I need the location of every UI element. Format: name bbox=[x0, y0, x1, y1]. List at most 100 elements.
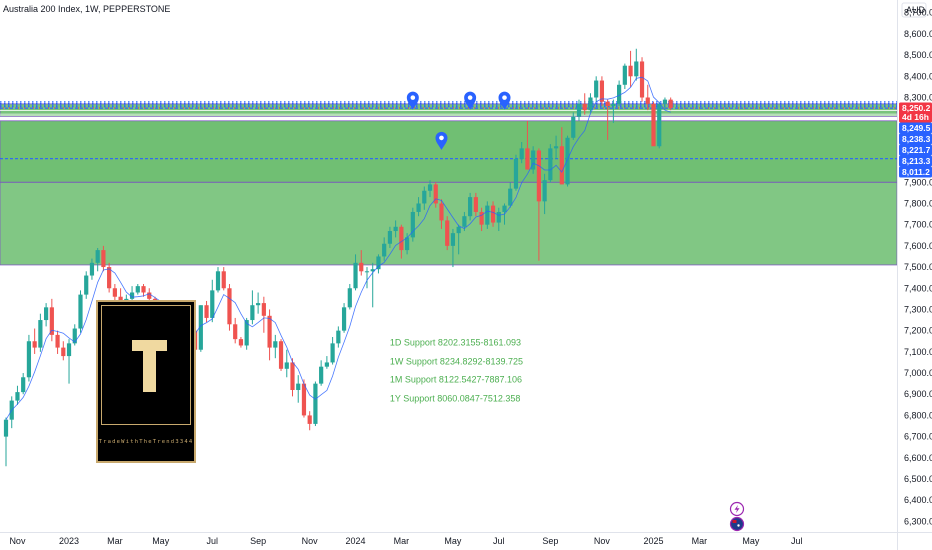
candle-body bbox=[141, 286, 146, 293]
candle-body bbox=[107, 267, 112, 289]
price-tag-bg bbox=[899, 102, 932, 123]
candle-body bbox=[553, 146, 559, 149]
candle bbox=[405, 233, 410, 255]
candle bbox=[657, 101, 662, 149]
candle bbox=[542, 173, 547, 215]
pins-layer bbox=[406, 91, 511, 150]
lightning-icon[interactable] bbox=[729, 501, 745, 517]
price-tags-layer: 8,250.24d 16h8,249.58,238.38,221.78,213.… bbox=[899, 102, 932, 178]
x-tick-label: Nov bbox=[9, 536, 26, 546]
candle bbox=[485, 201, 490, 229]
candle-body bbox=[479, 211, 484, 225]
candle bbox=[221, 267, 226, 291]
candle-body bbox=[508, 188, 513, 206]
candle-body bbox=[410, 211, 415, 238]
candle bbox=[393, 220, 398, 238]
candle bbox=[576, 99, 582, 121]
flag-icon[interactable] bbox=[729, 516, 745, 532]
candle-body bbox=[359, 262, 364, 272]
candle-body bbox=[210, 290, 215, 318]
time-axis[interactable]: Nov 2023 Mar May Jul Sep Nov 2024 Mar May Jul Sep No… bbox=[0, 532, 932, 547]
candle bbox=[261, 296, 266, 333]
candle-body bbox=[657, 103, 662, 147]
map-pin-icon[interactable] bbox=[498, 91, 511, 110]
candle-body bbox=[628, 65, 633, 77]
candle-body bbox=[72, 328, 77, 344]
candle bbox=[427, 180, 433, 198]
candle-body bbox=[594, 80, 599, 98]
candle-body bbox=[611, 103, 616, 106]
candle-body bbox=[582, 103, 587, 111]
candle bbox=[462, 211, 467, 232]
candle-body bbox=[634, 61, 639, 77]
moving-average-layer bbox=[5, 76, 671, 420]
candle-body bbox=[3, 419, 9, 437]
candle-body bbox=[284, 362, 289, 369]
brand-logo: TradeWithTheTrend3344 bbox=[96, 300, 196, 463]
price-tag-label: 8,238.3 bbox=[902, 134, 931, 144]
candle-body bbox=[95, 250, 100, 263]
levels-layer bbox=[0, 101, 897, 160]
logo-frame bbox=[101, 305, 191, 425]
candle-body bbox=[44, 307, 49, 321]
candle bbox=[571, 112, 576, 140]
candle bbox=[313, 381, 318, 427]
candle-body bbox=[525, 148, 530, 170]
price-axis[interactable]: AUD8,700.08,600.08,500.08,400.08,300.08,… bbox=[897, 0, 932, 550]
pin-hole bbox=[439, 135, 444, 141]
candle bbox=[370, 262, 375, 308]
candle bbox=[382, 237, 387, 261]
candle-body bbox=[462, 216, 467, 227]
candle bbox=[490, 201, 496, 227]
candle-body bbox=[353, 262, 358, 289]
candle-body bbox=[393, 226, 398, 232]
candle-body bbox=[542, 180, 547, 202]
candle bbox=[44, 303, 49, 327]
candle-body bbox=[405, 237, 410, 251]
support-annotation-4: 1Y Support 8060.0847-7512.358 bbox=[390, 394, 520, 404]
x-tick-label: 2024 bbox=[346, 536, 366, 546]
candle-body bbox=[296, 383, 301, 390]
candle bbox=[668, 97, 673, 111]
candle-body bbox=[450, 233, 456, 246]
candle-body bbox=[32, 341, 37, 348]
candle-body bbox=[341, 307, 347, 331]
price-tag-bg bbox=[899, 122, 932, 134]
map-pin-icon[interactable] bbox=[406, 91, 419, 110]
candle-body bbox=[668, 99, 673, 109]
candle-body bbox=[290, 362, 295, 390]
candle bbox=[55, 330, 60, 354]
pin-shape bbox=[435, 131, 448, 150]
y-tick-label: 6,600.0 bbox=[904, 453, 932, 463]
candle bbox=[324, 356, 329, 369]
candle bbox=[422, 186, 427, 210]
candle bbox=[78, 290, 83, 333]
currency-label: AUD bbox=[906, 5, 926, 15]
candle-body bbox=[301, 383, 307, 416]
y-tick-label: 7,900.0 bbox=[904, 177, 932, 187]
candle-body bbox=[278, 341, 284, 369]
candle bbox=[433, 182, 438, 208]
y-tick-label: 7,300.0 bbox=[904, 304, 932, 314]
y-tick-label: 7,800.0 bbox=[904, 198, 932, 208]
x-tick-label: May bbox=[152, 536, 170, 546]
candle bbox=[66, 339, 72, 384]
candle bbox=[364, 267, 370, 289]
support-annotation-2: 1W Support 8234.8292-8139.725 bbox=[390, 357, 523, 367]
map-pin-icon[interactable] bbox=[435, 131, 448, 150]
y-tick-label: 8,300.0 bbox=[904, 92, 932, 102]
candle-body bbox=[250, 305, 255, 321]
price-tag-label: 8,213.3 bbox=[902, 156, 931, 166]
candle bbox=[559, 127, 564, 185]
candle bbox=[141, 284, 146, 297]
x-tick-label: Sep bbox=[542, 536, 558, 546]
candle bbox=[204, 300, 209, 323]
candle bbox=[284, 349, 289, 378]
map-pin-icon[interactable] bbox=[464, 91, 477, 110]
candle-body bbox=[376, 256, 381, 270]
pin-shape bbox=[406, 91, 419, 110]
candle-body bbox=[399, 226, 404, 251]
moving-average-line bbox=[5, 76, 671, 420]
x-tick-label: May bbox=[742, 536, 760, 546]
